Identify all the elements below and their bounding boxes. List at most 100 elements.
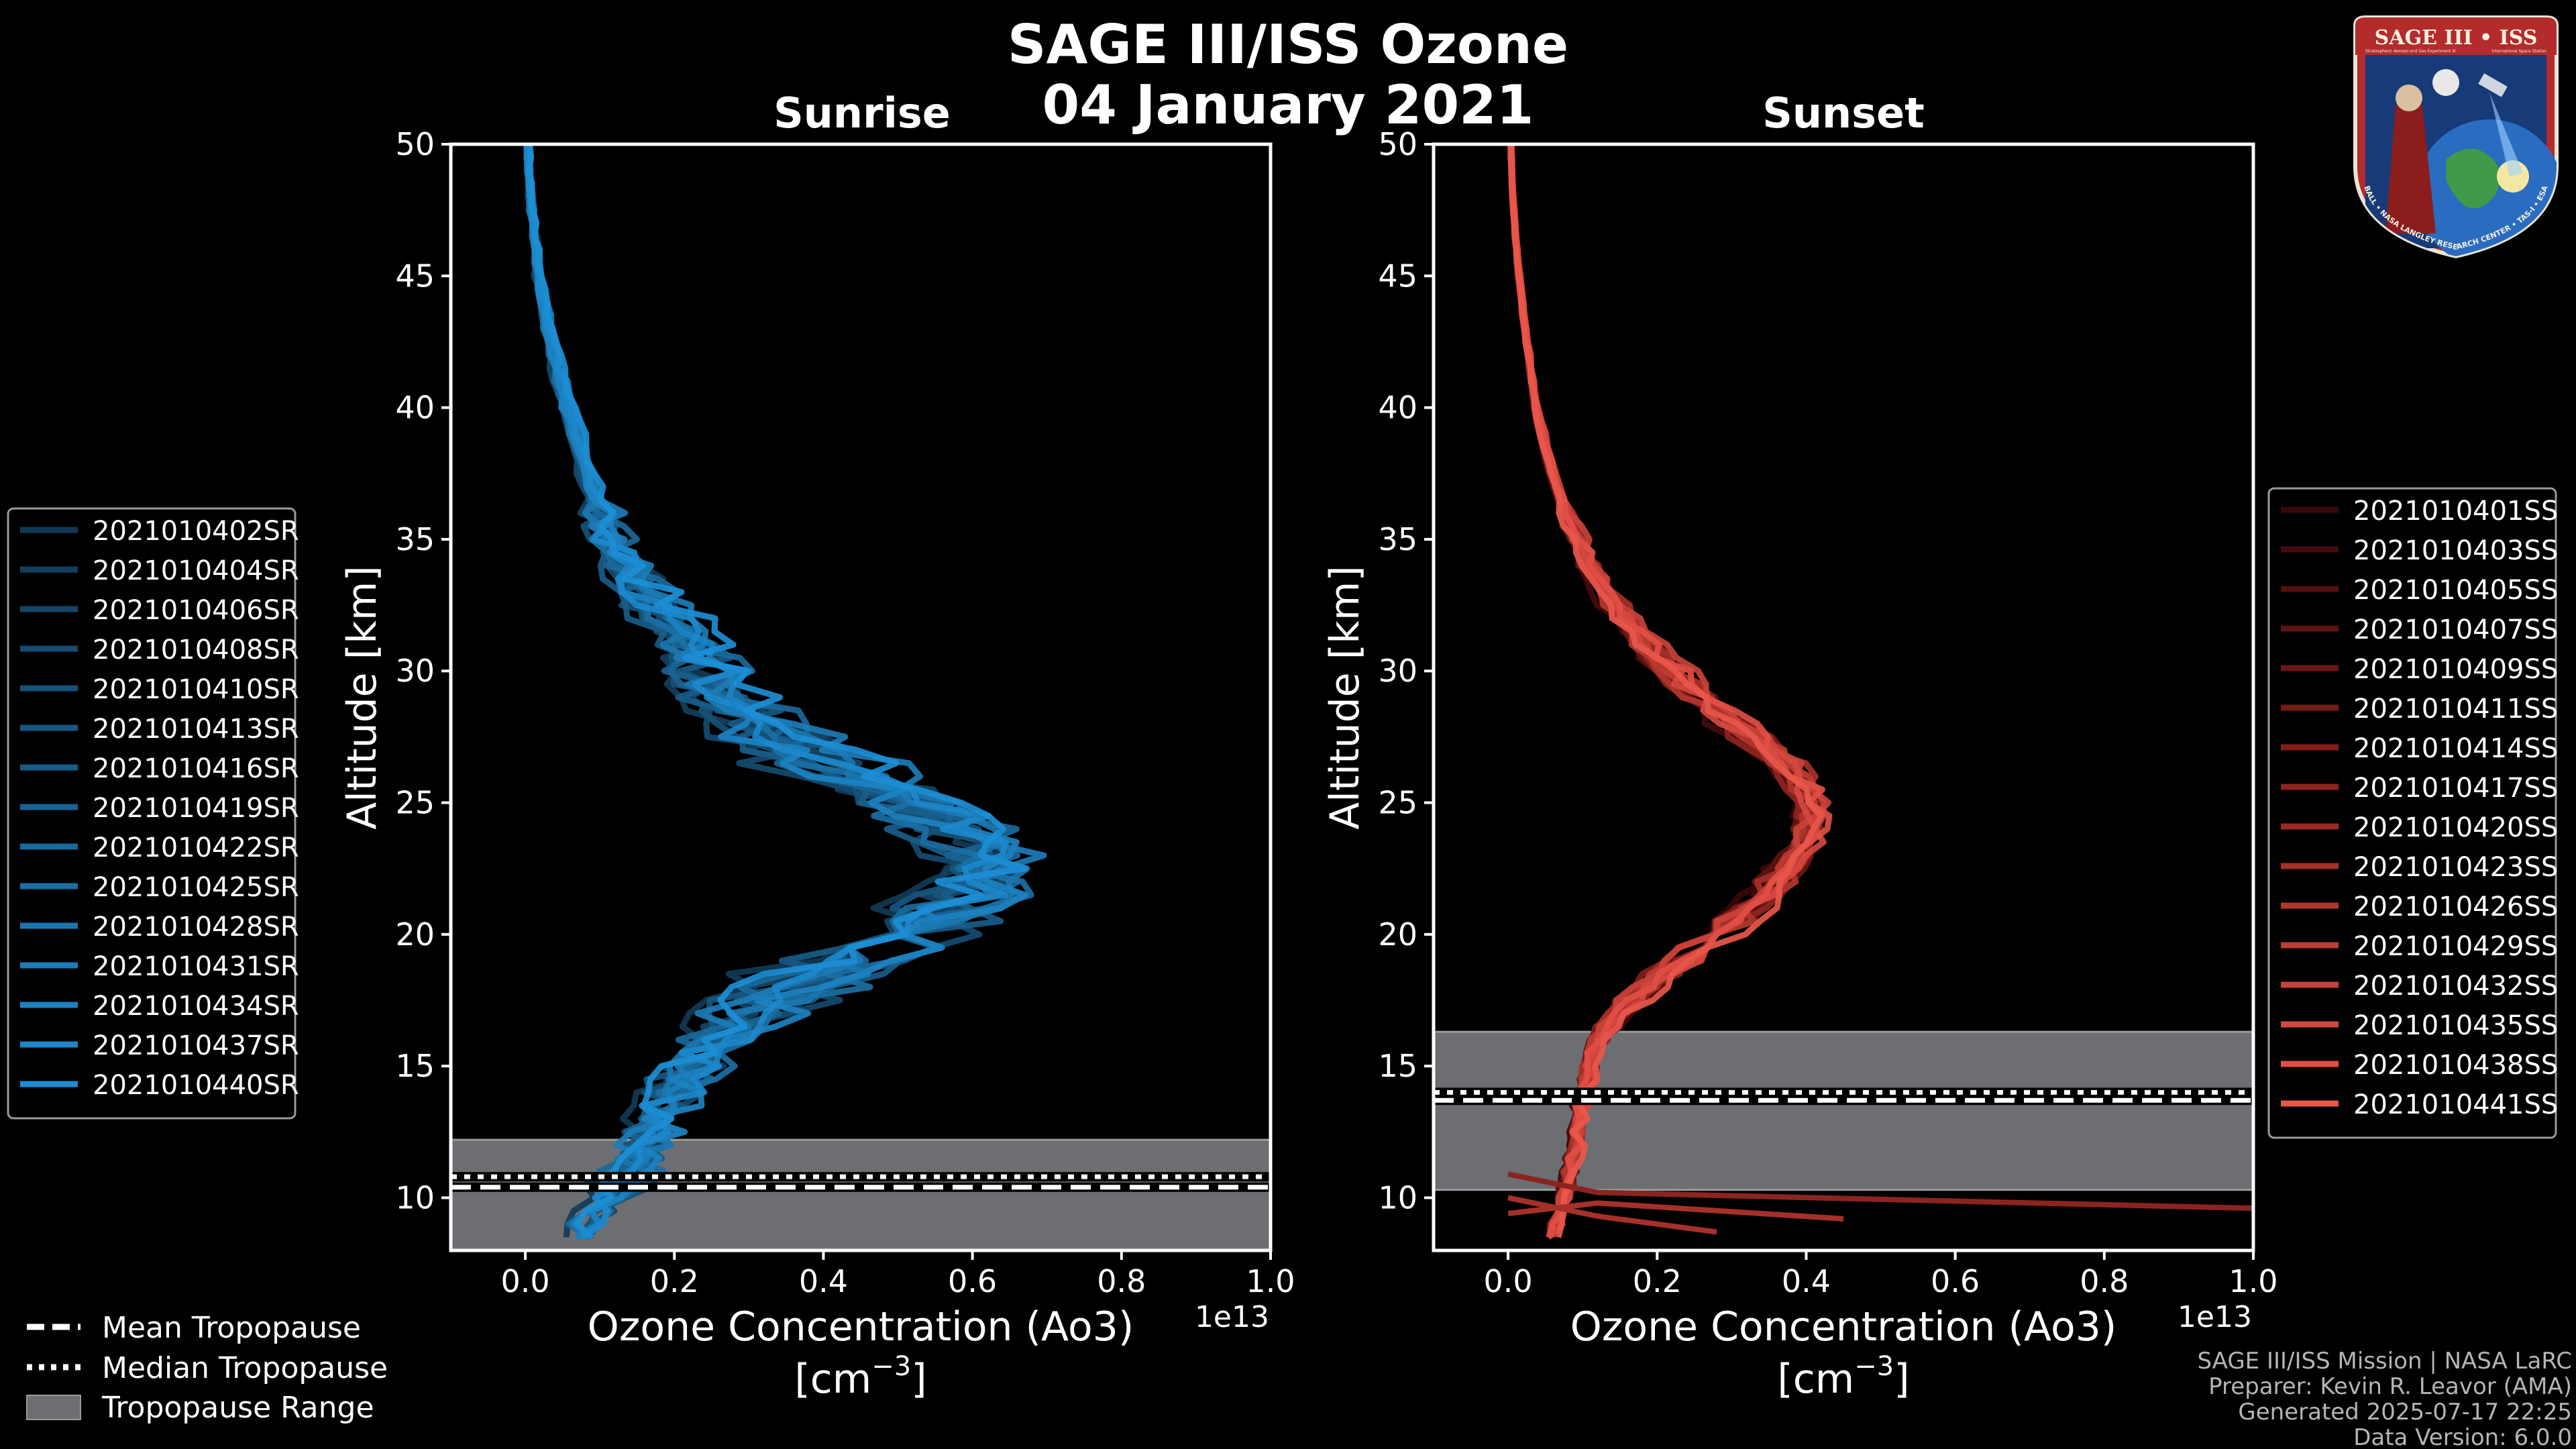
sr-legend-label-2021010404SR: 2021010404SR <box>93 555 299 586</box>
sunset-tropopause-lines <box>1434 1087 2253 1106</box>
sunset-series <box>1507 144 2254 1240</box>
footer-preparer: Preparer: Kevin R. Leavor (AMA) <box>2208 1373 2572 1400</box>
sr-legend-label-2021010416SR: 2021010416SR <box>93 753 299 784</box>
sr-ytick-label-45: 45 <box>395 258 435 294</box>
sr-series-line-2021010425SR <box>525 144 1034 1240</box>
sunset-x-axis-label: Ozone Concentration (Ao3) <box>1570 1303 2117 1350</box>
sr-xtick-label-1: 0.2 <box>650 1263 699 1299</box>
ss-ytick-label-50: 50 <box>1378 126 1417 162</box>
sunrise-x-ticks: 0.0 0.2 0.4 0.6 0.8 1.0 <box>501 1250 1295 1299</box>
sr-xtick-label-4: 0.8 <box>1097 1263 1146 1299</box>
sunrise-series <box>523 144 1047 1240</box>
footer-generated: Generated 2025-07-17 22:25 <box>2238 1399 2572 1426</box>
footer-data-version: Data Version: 6.0.0 <box>2353 1424 2572 1449</box>
sr-legend-label-2021010440SR: 2021010440SR <box>93 1070 299 1101</box>
ss-legend-label-2021010401SS: 2021010401SS <box>2353 496 2558 527</box>
ss-legend-label-2021010429SS: 2021010429SS <box>2353 931 2558 962</box>
ss-legend-label-2021010407SS: 2021010407SS <box>2353 614 2558 645</box>
ss-legend-label-2021010411SS: 2021010411SS <box>2353 694 2558 724</box>
ss-outlier-line-2 <box>1507 1200 1844 1222</box>
sr-legend-label-2021010434SR: 2021010434SR <box>93 991 299 1022</box>
sunrise-x-unit: [cm−3] <box>794 1351 926 1403</box>
sr-series-line-2021010428SR <box>524 144 1030 1240</box>
sr-tropopause-range-band <box>449 1138 1272 1252</box>
sr-legend-label-2021010431SR: 2021010431SR <box>93 951 299 982</box>
sr-ytick-label-10: 10 <box>395 1179 435 1216</box>
sr-series-line-2021010440SR <box>525 144 1028 1240</box>
ss-tropopause-range-band <box>1432 1030 2255 1191</box>
ss-legend-label-2021010435SS: 2021010435SS <box>2353 1010 2558 1041</box>
ss-xtick-label-2: 0.4 <box>1782 1263 1831 1299</box>
ss-legend-label-2021010426SS: 2021010426SS <box>2353 892 2558 922</box>
patch-scientist-icon <box>2385 96 2436 233</box>
ss-ytick-label-45: 45 <box>1378 258 1417 294</box>
sunrise-x-offset: 1e13 <box>1195 1300 1269 1334</box>
sunrise-tropopause-lines <box>451 1172 1271 1192</box>
sunrise-y-ticks: 10 15 20 25 30 35 40 45 50 <box>395 126 451 1216</box>
sunset-panel-title: Sunset <box>1762 89 1925 138</box>
sunrise-panel-title: Sunrise <box>773 89 951 138</box>
ss-xtick-label-5: 1.0 <box>2229 1263 2277 1299</box>
sunset-y-ticks: 10 15 20 25 30 35 40 45 50 <box>1378 126 1434 1216</box>
ss-ytick-label-40: 40 <box>1378 390 1417 426</box>
sr-legend-box <box>7 507 297 1120</box>
sr-legend-label-2021010410SR: 2021010410SR <box>93 674 299 705</box>
patch-title: SAGE III • ISS <box>2375 26 2538 50</box>
sr-xtick-label-5: 1.0 <box>1246 1263 1295 1299</box>
sunset-x-ticks: 0.0 0.2 0.4 0.6 0.8 1.0 <box>1484 1250 2278 1299</box>
patch-beam-icon <box>2489 93 2523 176</box>
sunrise-y-axis-label: Altitude [km] <box>339 566 386 830</box>
sr-series-line-2021010416SR <box>523 144 1020 1240</box>
ss-xtick-label-3: 0.6 <box>1931 1263 1980 1299</box>
footer-mission: SAGE III/ISS Mission | NASA LaRC <box>2197 1348 2572 1375</box>
sr-ytick-label-15: 15 <box>395 1048 435 1084</box>
figure-title: SAGE III/ISS Ozone <box>1008 13 1568 76</box>
tropopause-range-label: Tropopause Range <box>101 1391 374 1425</box>
ss-outlier-line-1 <box>1507 1195 1717 1235</box>
ss-legend-label-2021010417SS: 2021010417SS <box>2353 773 2558 804</box>
ss-legend-box <box>2267 487 2557 1139</box>
ss-legend-label-2021010409SS: 2021010409SS <box>2353 654 2558 685</box>
sr-legend-label-2021010425SR: 2021010425SR <box>93 872 299 903</box>
sr-series-line-2021010431SR <box>525 144 1047 1240</box>
patch-subtitle-left: Stratospheric Aerosol and Gas Experiment… <box>2365 49 2456 54</box>
sunrise-legend: 2021010402SR 2021010404SR 2021010406SR 2021… <box>7 507 299 1120</box>
sunset-x-unit: [cm−3] <box>1777 1351 1909 1403</box>
patch-continent-icon <box>2446 148 2500 209</box>
ss-outlier-line-0 <box>1507 1171 2254 1212</box>
ss-xtick-label-0: 0.0 <box>1484 1263 1533 1299</box>
sunset-plot-frame <box>1432 142 2255 1252</box>
sunrise-tropopause-band <box>449 1138 1272 1252</box>
ss-xtick-label-4: 0.8 <box>2080 1263 2129 1299</box>
patch-scientist-head-icon <box>2396 85 2422 111</box>
sunrise-x-axis-label: Ozone Concentration (Ao3) <box>588 1303 1134 1350</box>
ss-legend-label-2021010420SS: 2021010420SS <box>2353 812 2558 843</box>
ss-legend-label-2021010403SS: 2021010403SS <box>2353 535 2558 566</box>
sunset-x-offset: 1e13 <box>2178 1300 2252 1334</box>
sunset-tropopause-band <box>1432 1030 2255 1191</box>
ss-xtick-label-1: 0.2 <box>1633 1263 1682 1299</box>
ss-ytick-label-25: 25 <box>1378 785 1417 821</box>
tropopause-range-swatch <box>26 1395 81 1420</box>
ss-ytick-label-10: 10 <box>1378 1179 1417 1216</box>
sr-legend-label-2021010408SR: 2021010408SR <box>93 635 299 665</box>
ss-legend-label-2021010423SS: 2021010423SS <box>2353 852 2558 883</box>
ss-series-line-2021010441SS <box>1507 144 1825 1238</box>
ss-ytick-label-15: 15 <box>1378 1048 1417 1084</box>
sage-mission-patch-logo: SAGE III • ISS Stratospheric Aerosol and… <box>2353 15 2559 259</box>
ss-legend-label-2021010405SS: 2021010405SS <box>2353 575 2558 606</box>
sr-series-line-2021010419SR <box>523 144 1021 1240</box>
ss-ytick-label-20: 20 <box>1378 916 1417 953</box>
sr-series-line-2021010437SR <box>525 144 1010 1240</box>
sunrise-plot-frame <box>449 142 1273 1252</box>
median-tropopause-label: Median Tropopause <box>102 1351 388 1385</box>
sr-ytick-label-25: 25 <box>395 785 435 821</box>
mean-tropopause-label: Mean Tropopause <box>102 1311 361 1345</box>
patch-moon-icon <box>2432 69 2459 96</box>
tropopause-legend: Mean Tropopause Median Tropopause Tropop… <box>26 1311 388 1425</box>
sr-legend-label-2021010402SR: 2021010402SR <box>93 516 299 547</box>
